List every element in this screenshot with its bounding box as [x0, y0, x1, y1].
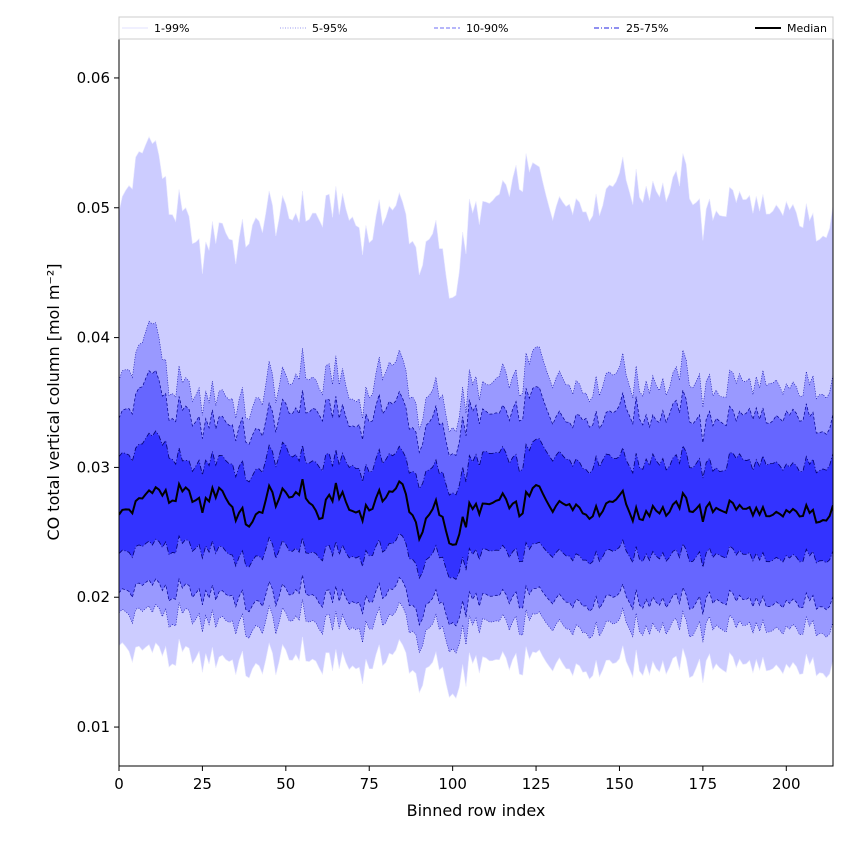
- y-tick-label: 0.02: [77, 588, 110, 606]
- x-tick-label: 200: [772, 775, 801, 793]
- edge-5-95-lower: [119, 599, 833, 654]
- median-series: [119, 479, 833, 546]
- legend-label-25-75: 25-75%: [626, 22, 668, 35]
- edge-1-99-lower: [119, 636, 833, 699]
- legend: 1-99% 5-95% 10-90% 25-75% Median: [118, 16, 834, 40]
- y-tick-label: 0.04: [77, 329, 110, 347]
- x-tick-label: 150: [605, 775, 634, 793]
- percentile-bands: [119, 136, 833, 699]
- edge-25-75-lower: [119, 532, 833, 580]
- y-tick-label: 0.05: [77, 199, 110, 217]
- y-axis-label: CO total vertical column [mol m⁻²]: [44, 263, 63, 540]
- x-axis: 0 25 50 75 100 125 150 175 200: [114, 766, 801, 793]
- legend-label-5-95: 5-95%: [312, 22, 347, 35]
- y-axis: 0.01 0.02 0.03 0.04 0.05 0.06: [77, 69, 119, 736]
- legend-label-1-99: 1-99%: [154, 22, 189, 35]
- legend-label-median: Median: [787, 22, 827, 35]
- median-line: [119, 479, 833, 546]
- x-tick-label: 75: [360, 775, 379, 793]
- x-tick-label: 100: [438, 775, 467, 793]
- legend-box: [118, 16, 834, 40]
- x-tick-label: 50: [276, 775, 295, 793]
- edge-10-90-lower: [119, 574, 833, 627]
- edge-10-90-upper: [119, 369, 833, 457]
- x-tick-label: 125: [522, 775, 551, 793]
- legend-label-10-90: 10-90%: [466, 22, 508, 35]
- y-tick-label: 0.01: [77, 718, 110, 736]
- x-tick-label: 0: [114, 775, 124, 793]
- x-tick-label: 175: [689, 775, 718, 793]
- x-tick-label: 25: [193, 775, 212, 793]
- y-tick-label: 0.06: [77, 69, 110, 87]
- y-tick-label: 0.03: [77, 458, 110, 476]
- x-axis-label: Binned row index: [407, 801, 546, 820]
- edge-1-99-upper: [119, 136, 833, 299]
- edge-25-75-upper: [119, 430, 833, 496]
